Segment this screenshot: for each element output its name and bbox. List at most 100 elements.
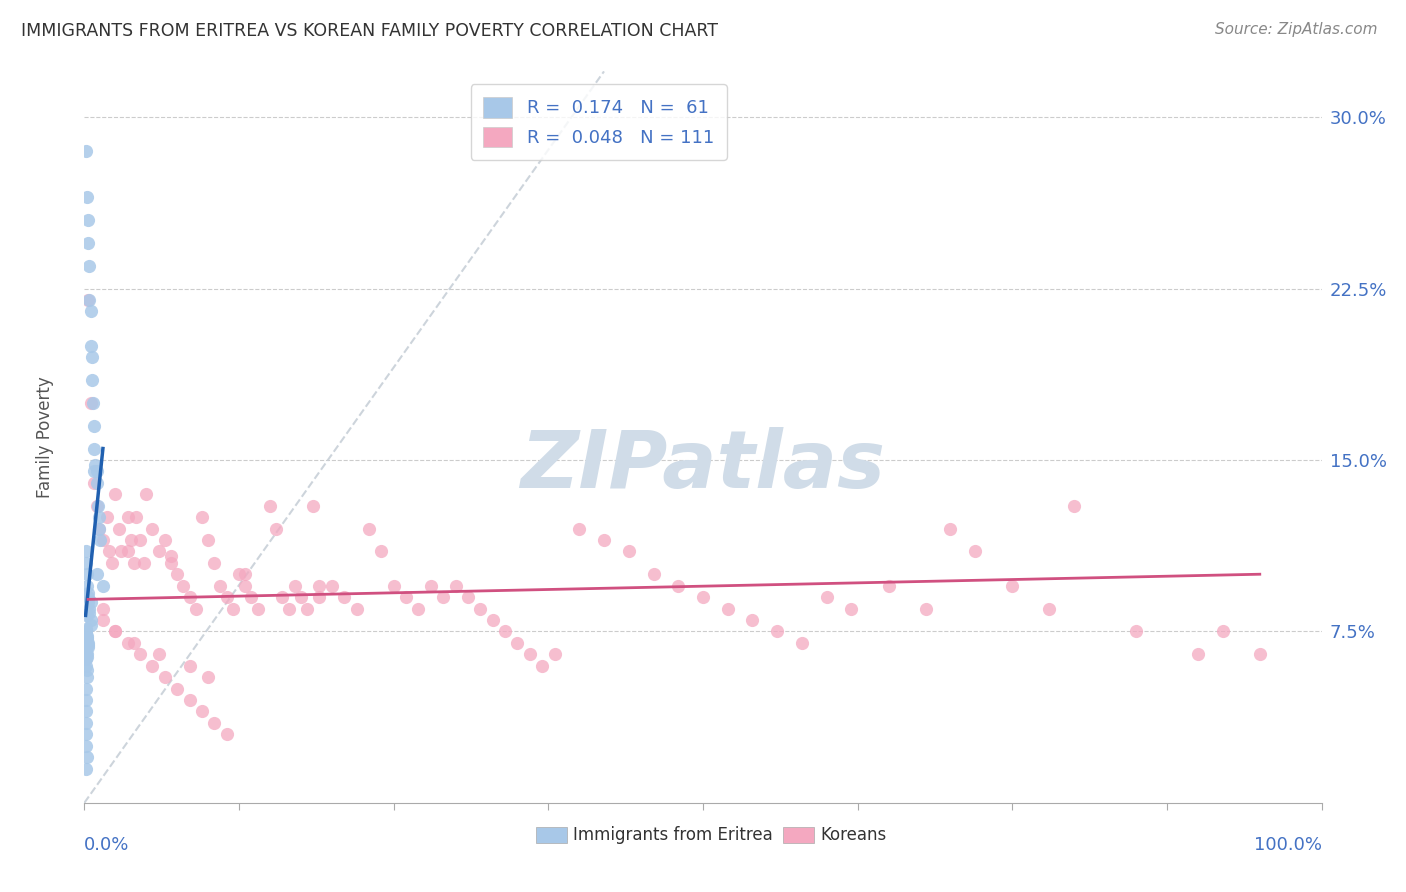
Point [179,658,201,673]
Point [222,601,245,615]
Point [965,544,987,558]
Point [617,544,640,558]
Point [91,613,114,627]
Point [692,590,714,604]
Point [75,705,97,719]
Point [153,533,176,547]
Point [408,601,430,615]
Point [1063,499,1085,513]
Bar [783,827,814,843]
Point [79,595,101,609]
Point [76,190,98,204]
Point [939,521,962,535]
Point [117,544,139,558]
Point [91,533,114,547]
Point [75,626,97,640]
Point [79,617,101,632]
Point [75,681,97,696]
Point [543,647,565,661]
Point [75,622,97,636]
Point [77,293,100,307]
Point [84,458,107,472]
Point [86,567,108,582]
Point [77,235,100,250]
Point [1187,647,1209,661]
Point [141,658,163,673]
Point [117,636,139,650]
Point [457,590,479,604]
Point [80,373,103,387]
Point [191,705,214,719]
Point [166,681,188,696]
Point [75,642,97,657]
Text: Source: ZipAtlas.com: Source: ZipAtlas.com [1215,22,1378,37]
Point [77,636,100,650]
Point [75,693,97,707]
Bar [536,827,567,843]
Point [531,658,554,673]
Point [75,556,97,570]
Point [75,727,97,741]
Point [122,636,145,650]
Point [1001,579,1024,593]
Point [76,629,98,643]
Point [75,715,97,730]
Point [264,521,287,535]
Point [228,567,250,582]
Point [91,601,114,615]
Point [77,640,100,655]
Point [191,510,214,524]
Point [125,510,148,524]
Point [76,633,98,648]
Point [76,579,98,593]
Point [76,567,98,582]
Point [75,145,97,159]
Point [333,590,356,604]
Point [79,613,101,627]
Point [79,396,101,410]
Point [79,259,101,273]
Point [444,579,467,593]
Point [75,645,97,659]
Point [89,521,111,535]
Point [76,647,98,661]
Point [117,510,139,524]
Point [110,544,132,558]
Point [104,624,127,639]
Point [233,579,256,593]
Point [80,350,103,364]
Point [519,647,541,661]
Point [346,601,368,615]
Text: ZIPatlas: ZIPatlas [520,427,886,506]
Point [470,601,492,615]
Point [75,652,97,666]
Point [76,632,98,646]
Point [666,579,689,593]
Point [202,556,225,570]
Text: Koreans: Koreans [821,826,887,844]
Point [166,567,188,582]
Point [89,533,111,547]
Point [75,658,97,673]
Point [135,487,157,501]
Point [75,624,97,639]
Point [82,396,104,410]
Point [271,590,294,604]
Point [148,544,170,558]
Point [370,544,392,558]
Point [83,442,105,456]
Point [494,624,516,639]
Point [89,521,111,535]
Point [179,590,201,604]
Point [75,739,97,753]
Point [481,613,503,627]
Point [568,521,591,535]
Text: IMMIGRANTS FROM ERITREA VS KOREAN FAMILY POVERTY CORRELATION CHART: IMMIGRANTS FROM ERITREA VS KOREAN FAMILY… [21,22,718,40]
Point [506,636,529,650]
Point [321,579,343,593]
Point [75,544,97,558]
Point [91,579,114,593]
Point [120,533,142,547]
Point [395,590,418,604]
Point [240,590,263,604]
